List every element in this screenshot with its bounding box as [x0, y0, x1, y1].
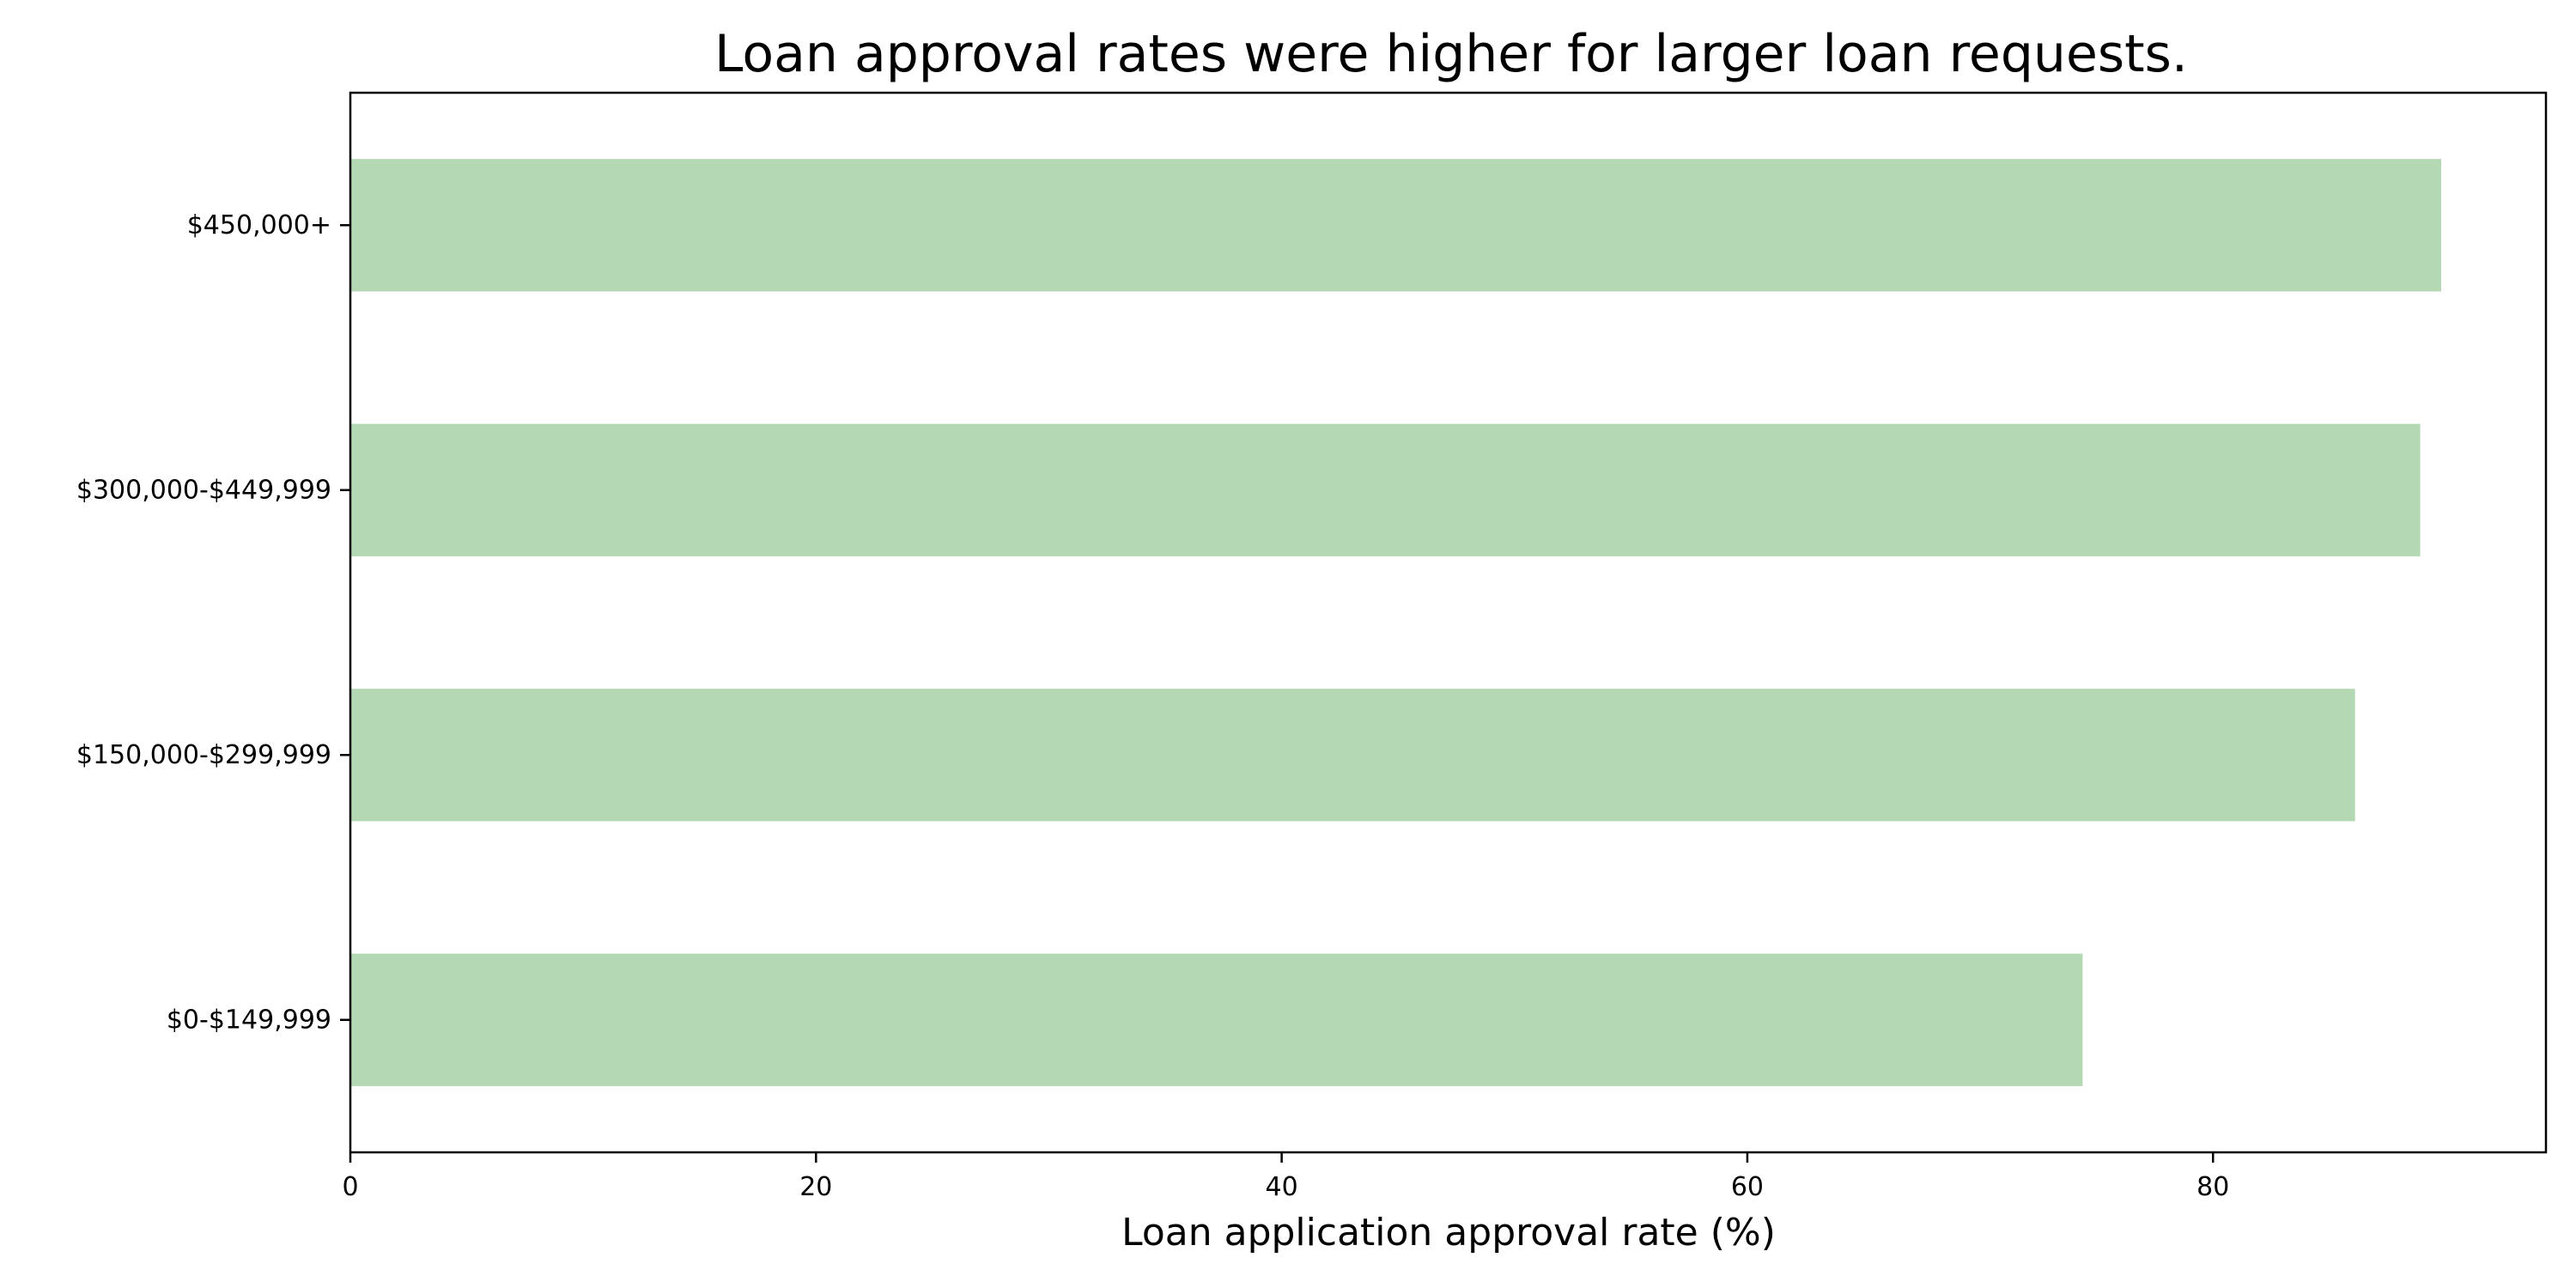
x-axis-label: Loan application approval rate (%): [1121, 1211, 1776, 1255]
bar-0: [350, 953, 2083, 1086]
x-tick-label-3: 60: [1731, 1172, 1764, 1202]
y-tick-label-3: $450,000+: [187, 210, 331, 240]
plot-area-frame: [349, 91, 2548, 1154]
y-axis-ticks: $0-$149,999 $150,000-$299,999 $300,000-$44…: [76, 210, 350, 1035]
bar-1: [350, 689, 2355, 822]
bars-layer: [350, 159, 2441, 1086]
y-tick-label-0: $0-$149,999: [167, 1005, 331, 1035]
x-tick-label-0: 0: [342, 1172, 358, 1202]
bar-2: [350, 423, 2421, 556]
y-tick-label-1: $150,000-$299,999: [76, 740, 331, 770]
x-tick-label-2: 40: [1266, 1172, 1298, 1202]
bar-3: [350, 159, 2441, 292]
x-tick-label-1: 20: [799, 1172, 832, 1202]
x-axis-ticks: 0 20 40 60 80: [342, 1152, 2229, 1202]
x-tick-label-4: 80: [2196, 1172, 2229, 1202]
chart-title: Loan approval rates were higher for larg…: [714, 24, 2188, 84]
y-tick-label-2: $300,000-$449,999: [76, 475, 331, 505]
